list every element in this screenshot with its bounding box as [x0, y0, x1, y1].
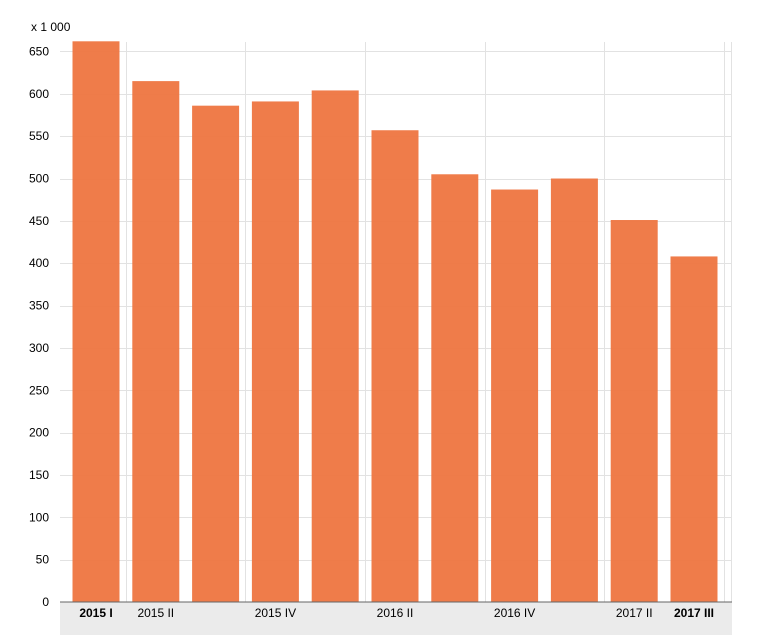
- bar-2015-iv[interactable]: [251, 101, 299, 602]
- y-tick-label: 250: [29, 383, 49, 397]
- y-tick-label: 100: [29, 510, 49, 524]
- y-tick-label: 600: [29, 87, 49, 101]
- x-tick-label: 2015 II: [137, 606, 174, 620]
- bar-2016-ii[interactable]: [371, 130, 419, 602]
- y-tick-labels: 0 50 100 150 200 250 300 350 400 450 500 550 600 650: [29, 44, 49, 609]
- bar-2016-i[interactable]: [311, 90, 359, 603]
- y-tick-label: 0: [42, 595, 49, 609]
- bar-2015-iii[interactable]: [192, 105, 240, 603]
- bar-2015-ii[interactable]: [132, 81, 180, 602]
- y-tick-label: 50: [36, 553, 50, 567]
- bar-2017-i[interactable]: [550, 178, 598, 603]
- x-tick-label: 2017 II: [616, 606, 653, 620]
- y-unit-label: x 1 000: [31, 20, 71, 34]
- y-tick-label: 150: [29, 468, 49, 482]
- y-tick-label: 500: [29, 172, 49, 186]
- bars: [72, 41, 718, 603]
- bar-2016-iii[interactable]: [431, 174, 479, 602]
- bar-2017-ii[interactable]: [610, 220, 658, 602]
- bar-2015-i[interactable]: [72, 41, 120, 603]
- bar-2016-iv[interactable]: [491, 189, 539, 602]
- x-tick-label: 2015 I: [79, 606, 112, 620]
- y-tick-label: 400: [29, 256, 49, 270]
- y-tick-label: 650: [29, 44, 49, 58]
- y-tick-label: 200: [29, 426, 49, 440]
- x-tick-label: 2016 IV: [494, 606, 535, 620]
- y-tick-label: 300: [29, 341, 49, 355]
- y-tick-label: 450: [29, 214, 49, 228]
- x-tick-label: 2016 II: [377, 606, 414, 620]
- x-tick-label: 2015 IV: [255, 606, 296, 620]
- x-tick-labels: 2015 I 2015 II 2015 IV 2016 II 2016 IV 2017 I…: [79, 606, 714, 620]
- y-tick-label: 350: [29, 299, 49, 313]
- y-tick-label: 550: [29, 129, 49, 143]
- x-axis-band: [60, 602, 732, 635]
- bar-2017-iii[interactable]: [670, 256, 718, 602]
- x-tick-label: 2017 III: [674, 606, 714, 620]
